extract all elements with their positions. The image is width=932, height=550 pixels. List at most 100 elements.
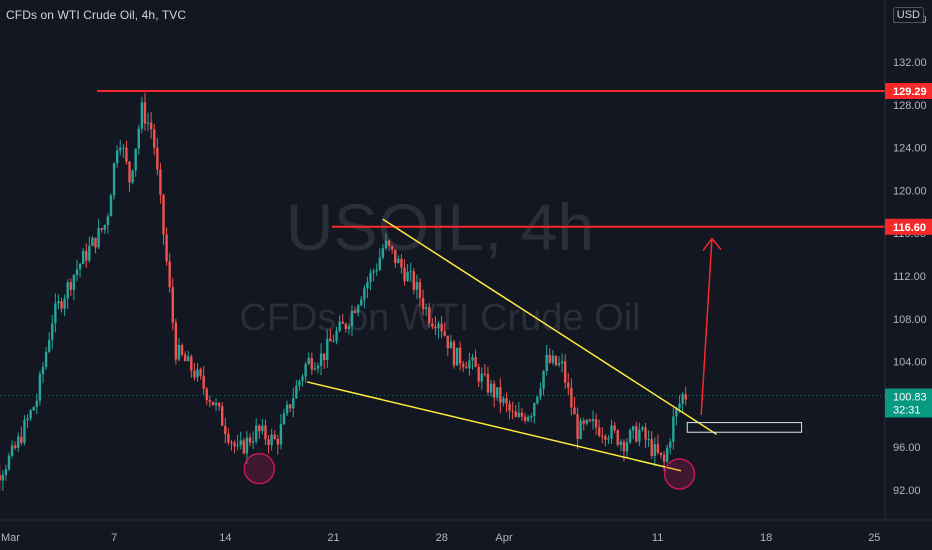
candle-body [675,408,678,417]
candle-body [400,258,403,268]
candle-body [530,416,533,418]
candle-body [468,360,471,369]
x-tick-label: 25 [868,532,880,544]
y-tick-label: 132.00 [893,57,927,69]
candle-body [60,301,63,309]
candle-body [363,288,366,300]
candle-body [273,434,276,439]
candle-body [452,341,456,366]
candle-body [23,420,26,443]
candle-body [350,310,354,327]
candle-body [508,403,511,411]
candle-body [329,338,332,342]
level-price-label: 129.29 [893,86,927,98]
candle-body [486,373,490,393]
candle-body [594,419,598,428]
candle-body [54,303,57,324]
candle-body [276,438,280,445]
candle-body [51,323,54,340]
candle-body [112,163,116,196]
candle-body [38,374,42,401]
candle-body [604,436,607,440]
candle-body [548,355,551,363]
candle-body [678,403,681,409]
candle-body [588,419,592,422]
candle-body [551,355,555,363]
candle-body [20,436,23,443]
candle-body [659,452,663,455]
candle-body [159,169,162,195]
candle-body [332,341,335,343]
candle-body [316,365,320,369]
candle-body [66,282,69,299]
candle-body [63,298,66,309]
candle-body [97,228,100,248]
candle-body [672,416,675,442]
target-arrow-head [702,237,722,252]
candle-body [183,354,187,362]
candle-body [387,240,391,246]
x-tick-label: 18 [760,532,772,544]
candle-body [29,410,32,419]
candle-body [681,394,684,404]
candle-body [415,282,419,290]
candle-body [217,402,221,407]
candle-body [103,225,106,230]
candle-body [230,442,233,444]
candle-body [264,425,267,440]
candle-body [545,355,548,372]
candle-body [489,383,493,393]
candle-body [653,444,657,457]
candle-body [282,413,286,425]
candle-body [511,410,514,412]
candle-body [434,326,437,329]
candle-body [356,305,360,313]
candle-body [557,363,561,366]
candle-body [378,257,381,271]
candle-body [35,400,39,408]
candle-body [499,387,502,403]
candle-body [684,394,687,400]
candle-body [322,353,326,360]
candle-body [171,287,174,323]
candle-body [625,442,629,452]
y-tick-label: 112.00 [893,271,926,283]
candle-body [205,388,208,401]
candle-body [94,237,97,248]
candle-body [523,416,527,421]
candle-body [236,445,239,447]
candle-body [628,430,632,443]
candle-body [174,322,178,360]
candle-body [75,269,79,275]
candle-body [539,388,542,397]
candle-body [177,345,181,360]
candle-body [372,271,375,273]
wedge-lower-line [307,381,682,472]
candle-body [137,128,140,149]
candle-body [199,369,202,376]
candle-body [162,194,165,235]
circled-low-marker [663,458,696,490]
candle-body [437,323,440,329]
candle-body [41,367,45,375]
candle-body [69,282,72,290]
candle-body [149,122,153,130]
candle-body [536,396,539,404]
candle-body [214,402,218,406]
candle-body [341,321,344,324]
candle-body [47,339,51,352]
candle-body [616,430,619,445]
candle-body [554,355,558,366]
candle-body [381,248,385,258]
candle-body [631,426,635,431]
candle-body [585,419,589,424]
candle-body [295,385,298,399]
candle-body [619,441,623,445]
current-price-label: 100.83 [893,392,927,404]
bar-countdown-label: 32:31 [893,405,921,417]
currency-button[interactable]: USD [892,7,924,23]
candle-body [248,437,252,443]
